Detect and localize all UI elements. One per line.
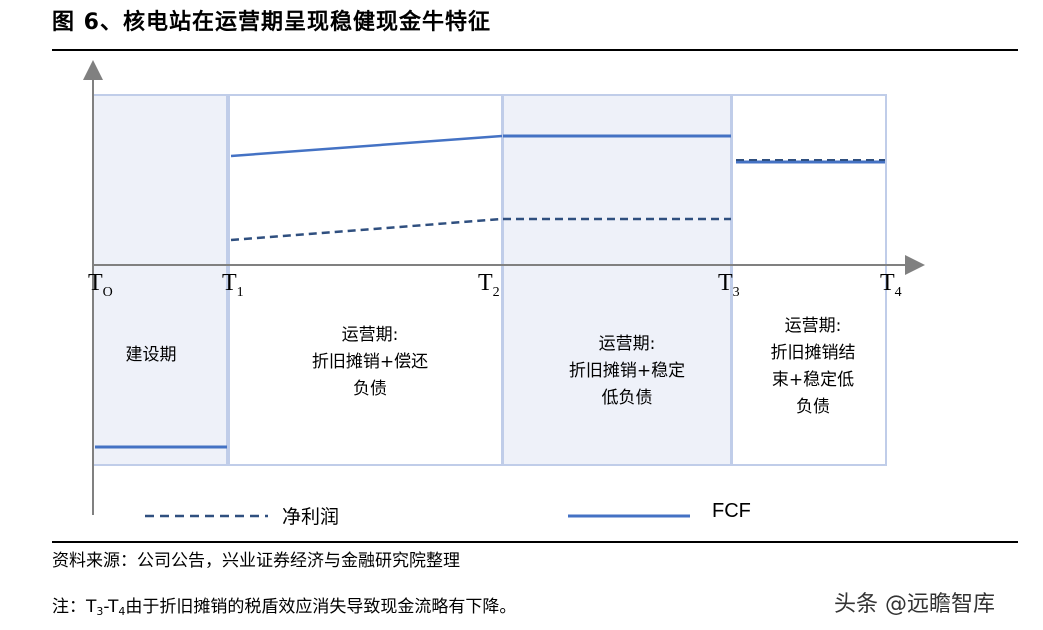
net-profit-line-operation-1 xyxy=(230,217,503,242)
tick-t3: T3 xyxy=(718,270,740,300)
bottom-rule xyxy=(52,541,1018,543)
tick-t2: T2 xyxy=(478,270,500,300)
phase-box-operation-2 xyxy=(502,94,732,466)
top-rule xyxy=(52,49,1018,51)
phase-label-construction: 建设期 xyxy=(125,345,177,365)
tick-t0: TO xyxy=(88,270,113,300)
source-text: 资料来源：公司公告，兴业证券经济与金融研究院整理 xyxy=(52,551,460,571)
phase-label-operation-1: 运营期: 折旧摊销+偿还 负债 xyxy=(311,325,429,399)
legend-fcf-label: FCF xyxy=(712,500,751,522)
fcf-line-operation-1 xyxy=(230,134,503,158)
phase-box-construction xyxy=(92,94,228,466)
tick-t1: T1 xyxy=(222,270,244,300)
watermark: 头条 @远瞻智库 xyxy=(834,592,995,617)
phase-box-operation-1 xyxy=(228,94,503,466)
figure-title: 图 6、核电站在运营期呈现稳健现金牛特征 xyxy=(52,10,491,35)
phase-label-operation-2: 运营期: 折旧摊销+稳定 低负债 xyxy=(568,334,686,408)
legend-net-profit-label: 净利润 xyxy=(282,506,340,528)
tick-t4: T4 xyxy=(880,270,902,300)
note-text: 注：T3-T4由于折旧摊销的税盾效应消失导致现金流略有下降。 xyxy=(52,597,517,618)
phase-box-operation-3 xyxy=(731,94,887,466)
phase-label-operation-3: 运营期: 折旧摊销结 束+稳定低 负债 xyxy=(770,316,856,417)
phase-diagram xyxy=(83,60,925,518)
